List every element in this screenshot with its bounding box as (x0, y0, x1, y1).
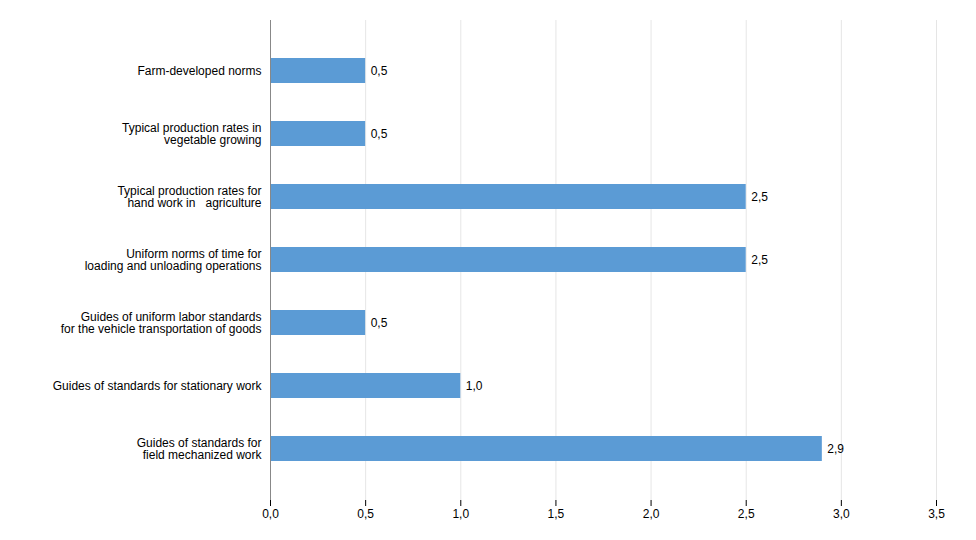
svg-text:Typical production rates forha: Typical production rates forhand work in… (117, 184, 261, 210)
svg-text:2,0: 2,0 (643, 507, 660, 521)
svg-text:0,0: 0,0 (262, 507, 279, 521)
svg-text:3,5: 3,5 (928, 507, 945, 521)
svg-text:1,5: 1,5 (548, 507, 565, 521)
svg-text:0,5: 0,5 (371, 316, 388, 330)
svg-text:2,5: 2,5 (751, 253, 768, 267)
svg-text:1,0: 1,0 (452, 507, 469, 521)
svg-text:2,5: 2,5 (751, 190, 768, 204)
svg-text:Guides of standards for statio: Guides of standards for stationary work (53, 379, 263, 393)
svg-text:0,5: 0,5 (371, 127, 388, 141)
svg-text:1,0: 1,0 (466, 379, 483, 393)
svg-text:3,0: 3,0 (833, 507, 850, 521)
svg-text:0,5: 0,5 (371, 64, 388, 78)
svg-text:Guides of standards forfield m: Guides of standards forfield mechanized … (137, 436, 263, 462)
svg-text:2,9: 2,9 (827, 442, 844, 456)
svg-text:Farm-developed norms: Farm-developed norms (137, 64, 261, 78)
svg-text:Typical production rates inveg: Typical production rates invegetable gro… (122, 121, 261, 147)
svg-text:Guides of uniform labor standa: Guides of uniform labor standardsfor the… (61, 310, 262, 336)
svg-text:Uniform norms of time forloadi: Uniform norms of time forloading and unl… (85, 247, 262, 273)
svg-text:0,5: 0,5 (357, 507, 374, 521)
svg-text:2,5: 2,5 (738, 507, 755, 521)
